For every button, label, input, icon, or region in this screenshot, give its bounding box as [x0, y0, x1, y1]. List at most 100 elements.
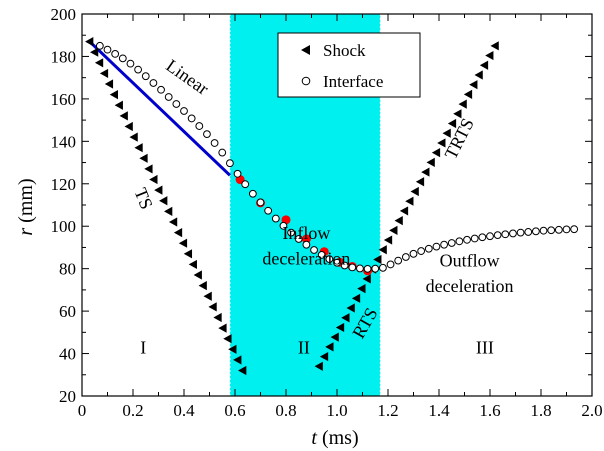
interface-point	[562, 225, 571, 234]
shock-point	[89, 47, 99, 57]
interface-point	[164, 93, 173, 101]
interface-point	[302, 240, 311, 249]
shock-point	[208, 302, 217, 312]
interface-point	[226, 159, 234, 168]
interface-point	[532, 227, 540, 236]
interface-point	[187, 114, 196, 123]
shock-point	[458, 99, 467, 109]
y-axis-unit: (mm)	[15, 178, 37, 222]
shock-point	[410, 186, 419, 197]
interface-point	[455, 237, 464, 246]
y-axis-var: r	[15, 228, 37, 236]
interface-point	[363, 264, 372, 273]
fit-line	[88, 40, 231, 177]
shock-point	[421, 167, 430, 177]
interface-point	[394, 256, 403, 265]
x-tick-label: 1.4	[428, 401, 450, 420]
interface-point	[356, 264, 364, 273]
shock-point	[431, 148, 441, 158]
interface-point	[340, 261, 349, 270]
shock-point	[85, 36, 94, 47]
x-tick-label: 1.2	[377, 401, 398, 420]
x-tick-label: 1.0	[326, 401, 347, 420]
interface-point	[241, 180, 250, 189]
shock-point	[144, 164, 153, 174]
interface-point	[210, 139, 219, 147]
interface-point	[401, 253, 410, 261]
shock-point	[228, 344, 237, 354]
shock-point	[330, 332, 339, 342]
x-tick-label: 1.8	[530, 401, 551, 420]
shock-point	[341, 313, 350, 323]
shock-point	[233, 355, 242, 365]
annotation-label: deceleration	[262, 248, 350, 268]
interface-point	[149, 79, 158, 87]
annotation-label: TS	[130, 185, 156, 212]
x-tick-label: 0.6	[224, 401, 245, 420]
annotation-label: Outflow	[440, 251, 500, 271]
shock-point	[437, 138, 446, 148]
shock-point	[213, 312, 222, 323]
legend: Shock Interface	[277, 32, 421, 98]
interface-point	[248, 189, 257, 198]
x-tick-label: 1.6	[479, 401, 500, 420]
shock-point	[149, 174, 158, 185]
shock-point	[238, 365, 247, 376]
interface-point	[409, 249, 418, 258]
shock-point	[159, 196, 168, 206]
interface-point	[516, 228, 525, 237]
shock-point	[357, 284, 366, 294]
interface-point	[417, 247, 426, 255]
y-tick-label: 20	[59, 387, 76, 406]
shock-point	[479, 60, 489, 70]
interface-point	[432, 242, 441, 251]
x-axis-var: t	[311, 427, 317, 449]
shock-point	[389, 225, 398, 235]
interface-point	[386, 260, 395, 269]
interface-point	[440, 240, 449, 249]
y-tick-label: 180	[51, 47, 77, 66]
shock-point	[183, 249, 193, 259]
interface-point	[501, 230, 510, 239]
data-layer	[85, 36, 579, 376]
x-tick-label: 0.4	[173, 401, 195, 420]
shock-point	[325, 342, 334, 352]
shock-point	[474, 70, 483, 80]
interface-point	[509, 229, 517, 238]
shock-point	[119, 111, 128, 121]
y-tick-label: 40	[59, 345, 76, 364]
interface-point	[126, 59, 135, 68]
shock-point	[223, 334, 232, 344]
interface-point	[218, 148, 227, 157]
shock-point	[203, 291, 212, 301]
legend-box	[277, 32, 421, 98]
shock-point	[99, 68, 109, 79]
x-axis-unit: (ms)	[322, 427, 359, 449]
shock-point	[362, 274, 371, 284]
shock-point	[463, 89, 473, 99]
y-tick-label: 100	[51, 217, 77, 236]
interface-point	[118, 54, 127, 63]
interface-point	[424, 244, 433, 253]
interface-point	[463, 235, 471, 244]
x-axis-title: t (ms)	[311, 427, 358, 449]
y-tick-label: 80	[59, 260, 76, 279]
interface-point	[256, 198, 265, 207]
shock-point	[442, 128, 451, 138]
interface-point	[486, 232, 494, 241]
shock-point	[415, 177, 425, 187]
shock-point	[351, 293, 361, 303]
interface-point	[271, 214, 280, 223]
shock-point	[124, 121, 133, 132]
y-axis-title: r (mm)	[15, 178, 37, 235]
y-tick-label: 140	[51, 132, 77, 151]
red-point	[301, 234, 311, 244]
interface-point	[141, 72, 150, 81]
x-tick-label: 2.0	[581, 401, 602, 420]
interface-point	[294, 235, 303, 243]
shock-point	[405, 196, 414, 206]
shock-point	[164, 206, 173, 216]
shock-point	[447, 118, 457, 129]
shock-point	[218, 323, 227, 333]
interface-point	[203, 130, 211, 139]
